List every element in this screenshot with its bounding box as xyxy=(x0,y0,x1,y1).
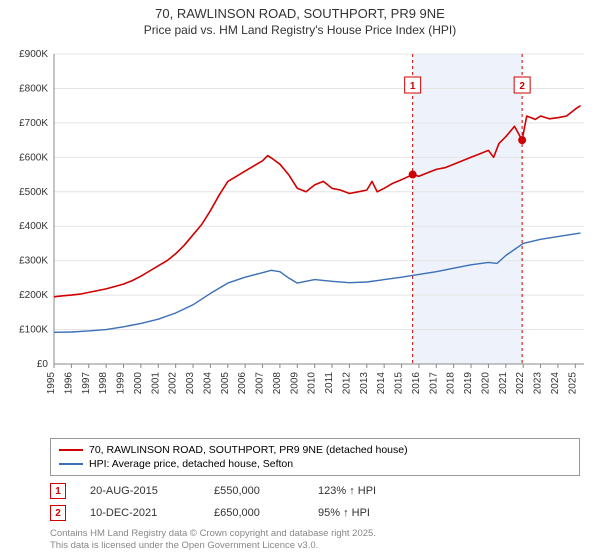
svg-text:2018: 2018 xyxy=(446,372,457,395)
sales-block: 1 20-AUG-2015 £550,000 123% ↑ HPI 2 10-DEC-20… xyxy=(50,480,376,524)
licence-line-1: Contains HM Land Registry data © Crown c… xyxy=(50,528,376,540)
sale-date: 10-DEC-2021 xyxy=(90,507,190,519)
sale-pct: 95% ↑ HPI xyxy=(318,507,370,519)
svg-text:2009: 2009 xyxy=(289,372,300,395)
svg-text:2019: 2019 xyxy=(463,372,474,395)
svg-text:1995: 1995 xyxy=(46,372,57,395)
svg-text:2003: 2003 xyxy=(185,372,196,395)
svg-text:2016: 2016 xyxy=(411,372,422,395)
svg-text:2006: 2006 xyxy=(237,372,248,395)
svg-text:2023: 2023 xyxy=(533,372,544,395)
svg-text:£700K: £700K xyxy=(19,118,48,129)
svg-text:1998: 1998 xyxy=(98,372,109,395)
svg-text:2012: 2012 xyxy=(341,372,352,395)
legend-label: HPI: Average price, detached house, Seft… xyxy=(89,458,293,470)
svg-text:2010: 2010 xyxy=(307,372,318,395)
svg-text:1997: 1997 xyxy=(81,372,92,395)
svg-text:£400K: £400K xyxy=(19,221,48,232)
svg-text:1999: 1999 xyxy=(116,372,127,395)
svg-text:2007: 2007 xyxy=(255,372,266,395)
chart-subtitle: Price paid vs. HM Land Registry's House … xyxy=(0,23,600,37)
licence-line-2: This data is licensed under the Open Gov… xyxy=(50,540,376,552)
sale-row: 1 20-AUG-2015 £550,000 123% ↑ HPI xyxy=(50,480,376,502)
svg-text:2024: 2024 xyxy=(550,372,561,395)
svg-text:2022: 2022 xyxy=(515,372,526,395)
svg-text:£200K: £200K xyxy=(19,290,48,301)
svg-text:2015: 2015 xyxy=(394,372,405,395)
price-chart: £0 £100K £200K £300K £400K £500K £600K £700K £80… xyxy=(0,44,600,404)
svg-text:2005: 2005 xyxy=(220,372,231,395)
svg-text:2017: 2017 xyxy=(428,372,439,395)
licence-text: Contains HM Land Registry data © Crown c… xyxy=(50,528,376,553)
svg-text:2: 2 xyxy=(519,81,525,92)
sale-marker: 1 xyxy=(50,483,66,499)
svg-text:2025: 2025 xyxy=(567,372,578,395)
chart-title: 70, RAWLINSON ROAD, SOUTHPORT, PR9 9NE xyxy=(0,6,600,21)
sale-marker: 2 xyxy=(50,505,66,521)
legend-swatch xyxy=(59,463,83,465)
svg-text:£300K: £300K xyxy=(19,256,48,267)
svg-text:2021: 2021 xyxy=(498,372,509,395)
legend-item: HPI: Average price, detached house, Seft… xyxy=(59,457,571,471)
svg-text:£600K: £600K xyxy=(19,152,48,163)
svg-text:2001: 2001 xyxy=(150,372,161,395)
svg-text:£500K: £500K xyxy=(19,187,48,198)
svg-text:£900K: £900K xyxy=(19,49,48,60)
svg-text:2020: 2020 xyxy=(480,372,491,395)
svg-text:£0: £0 xyxy=(37,359,49,370)
sale-row: 2 10-DEC-2021 £650,000 95% ↑ HPI xyxy=(50,502,376,524)
legend-label: 70, RAWLINSON ROAD, SOUTHPORT, PR9 9NE (… xyxy=(89,444,408,456)
svg-text:1: 1 xyxy=(410,81,416,92)
svg-text:2000: 2000 xyxy=(133,372,144,395)
sale-date: 20-AUG-2015 xyxy=(90,485,190,497)
svg-text:2011: 2011 xyxy=(324,372,335,394)
svg-text:2002: 2002 xyxy=(168,372,179,395)
legend-item: 70, RAWLINSON ROAD, SOUTHPORT, PR9 9NE (… xyxy=(59,443,571,457)
svg-text:£100K: £100K xyxy=(19,325,48,336)
legend-swatch xyxy=(59,449,83,451)
sale-pct: 123% ↑ HPI xyxy=(318,485,376,497)
sale-price: £550,000 xyxy=(214,485,294,497)
svg-text:1996: 1996 xyxy=(63,372,74,395)
svg-text:2008: 2008 xyxy=(272,372,283,395)
svg-text:2004: 2004 xyxy=(202,372,213,395)
svg-text:2013: 2013 xyxy=(359,372,370,395)
svg-text:£800K: £800K xyxy=(19,83,48,94)
sale-price: £650,000 xyxy=(214,507,294,519)
svg-text:2014: 2014 xyxy=(376,372,387,395)
legend-box: 70, RAWLINSON ROAD, SOUTHPORT, PR9 9NE (… xyxy=(50,438,580,476)
